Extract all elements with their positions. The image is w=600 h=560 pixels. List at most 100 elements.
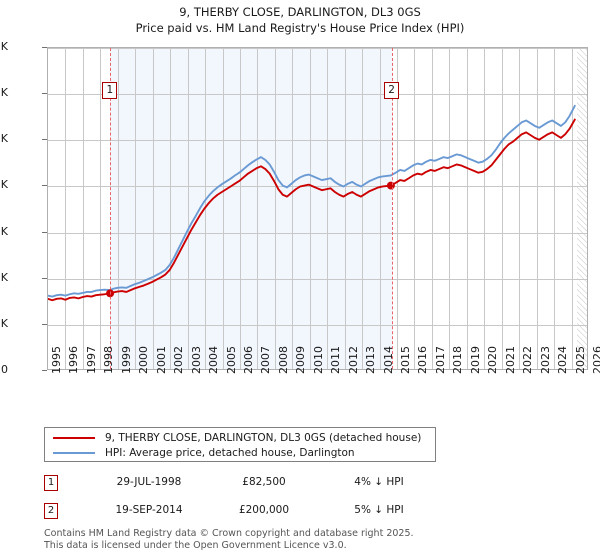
chart-plot-area <box>47 47 588 370</box>
footer-line-2: This data is licensed under the Open Gov… <box>44 539 347 551</box>
page-subtitle: Price paid vs. HM Land Registry's House … <box>135 21 465 35</box>
x-axis-tick-label: 2007 <box>259 346 273 374</box>
transaction-hpi-delta-1: 4% ↓ HPI <box>354 476 404 488</box>
gridline-vertical <box>257 48 258 369</box>
x-axis-tick-label: 2010 <box>311 346 325 374</box>
y-axis-tick-mark <box>42 232 47 233</box>
y-axis-tick-label: £250K <box>0 132 8 146</box>
legend-row-price-paid: 9, THERBY CLOSE, DARLINGTON, DL3 0GS (de… <box>45 430 435 446</box>
x-axis-tick-label: 2006 <box>241 346 255 374</box>
footer-line-1: Contains HM Land Registry data © Crown c… <box>44 528 414 539</box>
x-axis-tick-label: 2012 <box>346 346 360 374</box>
legend-row-hpi: HPI: Average price, detached house, Darl… <box>45 445 435 461</box>
x-axis-tick-label: 2020 <box>486 346 500 374</box>
gridline-vertical <box>170 48 171 369</box>
y-axis-tick-mark <box>42 93 47 94</box>
y-axis-tick-mark <box>42 47 47 48</box>
gridline-vertical <box>467 48 468 369</box>
gridline-vertical <box>135 48 136 369</box>
x-axis-tick-label: 2015 <box>399 346 413 374</box>
x-axis-tick-label: 2014 <box>381 346 395 374</box>
page-title: 9, THERBY CLOSE, DARLINGTON, DL3 0GS <box>179 5 421 19</box>
transaction-row-1: 1 29-JUL-1998 £82,500 4% ↓ HPI <box>44 475 464 495</box>
x-axis-tick-label: 2008 <box>276 346 290 374</box>
transaction-row-2: 2 19-SEP-2014 £200,000 5% ↓ HPI <box>44 503 464 523</box>
x-axis-tick-label: 2021 <box>503 346 517 374</box>
transaction-price-2: £200,000 <box>238 504 290 516</box>
y-axis-tick-label: £100K <box>0 270 8 284</box>
chart-marker-badge-1[interactable]: 1 <box>102 82 118 100</box>
gridline-vertical <box>449 48 450 369</box>
transaction-date-2: 19-SEP-2014 <box>115 504 183 516</box>
legend-swatch-hpi <box>53 452 95 455</box>
y-axis-tick-mark <box>42 185 47 186</box>
gridline-horizontal <box>48 94 587 95</box>
gridline-horizontal <box>48 48 587 49</box>
x-axis-tick-label: 2009 <box>294 346 308 374</box>
y-axis-tick-label: £150K <box>0 224 8 238</box>
x-axis-tick-label: 2026 <box>591 346 600 374</box>
y-axis-tick-mark <box>42 324 47 325</box>
x-axis-tick-label: 1998 <box>102 346 116 374</box>
y-axis-tick-label: £200K <box>0 178 8 192</box>
gridline-horizontal <box>48 325 587 326</box>
chart-title-block: 9, THERBY CLOSE, DARLINGTON, DL3 0GS Pri… <box>0 4 600 36</box>
gridline-vertical <box>519 48 520 369</box>
transaction-price-1: £82,500 <box>242 476 286 488</box>
x-axis-tick-label: 2024 <box>556 346 570 374</box>
x-axis-tick-label: 1997 <box>84 346 98 374</box>
chart-marker-badge-2[interactable]: 2 <box>384 82 400 100</box>
x-axis-tick-label: 2003 <box>189 346 203 374</box>
gridline-vertical <box>327 48 328 369</box>
x-axis-tick-label: 1996 <box>67 346 81 374</box>
x-axis-tick-label: 1999 <box>119 346 133 374</box>
gridline-vertical <box>275 48 276 369</box>
gridline-vertical <box>240 48 241 369</box>
x-axis-tick-label: 2025 <box>573 346 587 374</box>
gridline-vertical <box>65 48 66 369</box>
gridline-vertical <box>345 48 346 369</box>
legend-label-hpi: HPI: Average price, detached house, Darl… <box>105 447 355 459</box>
x-axis-tick-label: 2022 <box>521 346 535 374</box>
chart-series-lines <box>48 104 576 302</box>
transaction-date-1: 29-JUL-1998 <box>116 476 182 488</box>
x-axis-tick-label: 2018 <box>451 346 465 374</box>
x-axis-tick-label: 2023 <box>538 346 552 374</box>
y-axis-tick-mark <box>42 278 47 279</box>
x-axis-tick-label: 2019 <box>468 346 482 374</box>
series-line-hpi <box>48 104 576 298</box>
footer-attribution: Contains HM Land Registry data © Crown c… <box>44 528 584 551</box>
gridline-vertical <box>118 48 119 369</box>
gridline-vertical <box>432 48 433 369</box>
x-axis-tick-label: 2013 <box>364 346 378 374</box>
x-axis-tick-label: 2011 <box>329 346 343 374</box>
gridline-vertical <box>572 48 573 369</box>
x-axis-tick-label: 1995 <box>50 346 63 374</box>
series-line-price-paid <box>48 118 576 302</box>
x-axis-tick-label: 2005 <box>224 346 238 374</box>
forecast-hatched-band <box>576 48 587 369</box>
x-axis-tick-label: 2016 <box>416 346 430 374</box>
transaction-hpi-delta-2: 5% ↓ HPI <box>354 504 404 516</box>
gridline-horizontal <box>48 233 587 234</box>
y-axis-tick-label: £50K <box>0 316 8 330</box>
gridline-vertical <box>310 48 311 369</box>
x-axis-tick-label: 2000 <box>137 346 151 374</box>
gridline-vertical <box>188 48 189 369</box>
sale-point-marker-2[interactable] <box>386 181 395 190</box>
gridline-vertical <box>502 48 503 369</box>
gridline-vertical <box>414 48 415 369</box>
transaction-badge-2: 2 <box>44 503 58 519</box>
x-axis-tick-label: 2002 <box>172 346 186 374</box>
y-axis-tick-label: £300K <box>0 86 8 100</box>
gridline-vertical <box>554 48 555 369</box>
y-axis-tick-label: £350K <box>0 40 8 53</box>
gridline-vertical <box>397 48 398 369</box>
gridline-vertical <box>223 48 224 369</box>
event-line-1 <box>110 48 111 369</box>
gridline-vertical <box>153 48 154 369</box>
gridline-vertical <box>380 48 381 369</box>
gridline-horizontal <box>48 186 587 187</box>
gridline-vertical <box>362 48 363 369</box>
